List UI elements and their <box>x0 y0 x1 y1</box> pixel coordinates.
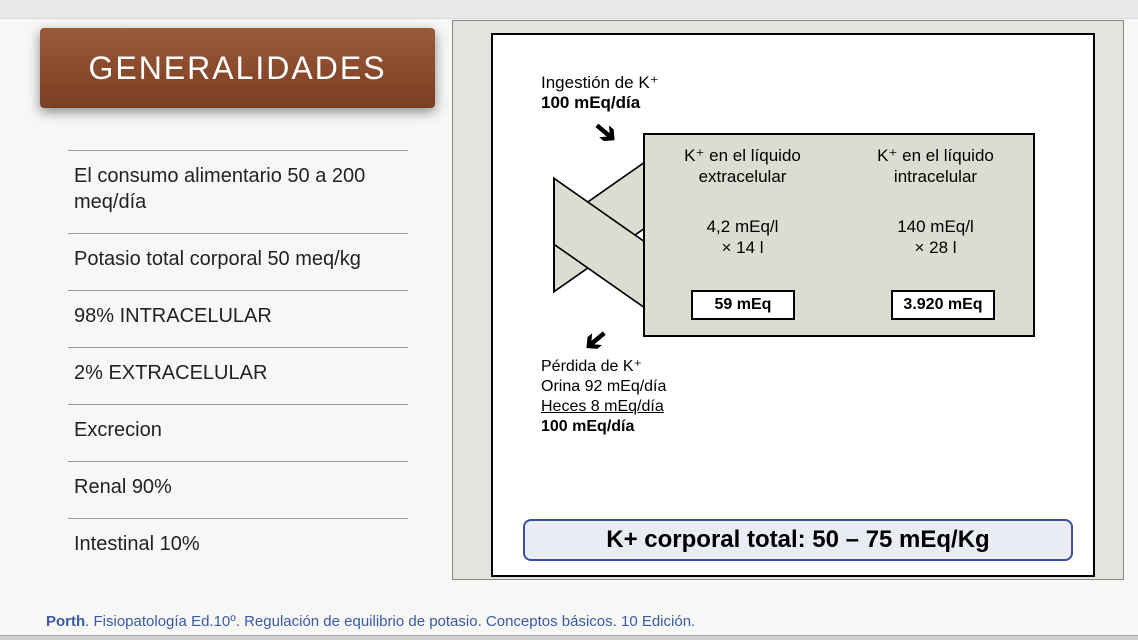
citation-body: . Fisiopatología Ed.10º. Regulación de e… <box>85 613 695 630</box>
loss-total: 100 mEq/día <box>541 418 634 435</box>
ec-calc-1: 4,2 mEq/l <box>707 217 779 236</box>
ec-header-1: K⁺ en el líquido <box>684 146 801 165</box>
bottom-strip <box>0 635 1138 640</box>
intake-label: Ingestión de K⁺ 100 mEq/día <box>541 73 659 114</box>
diagram-frame: Ingestión de K⁺ 100 mEq/día ➔ ➔ K⁺ en el… <box>491 33 1095 577</box>
top-strip <box>0 0 1138 19</box>
loss-urine: Orina 92 mEq/día <box>541 378 666 395</box>
list-item: Intestinal 10% <box>68 518 408 563</box>
list-item: Potasio total corporal 50 meq/kg <box>68 233 408 290</box>
ec-calc-2: × 14 l <box>721 238 763 257</box>
list-item: 98% INTRACELULAR <box>68 290 408 347</box>
intake-value: 100 mEq/día <box>541 93 640 112</box>
ic-total: 3.920 mEq <box>891 290 995 320</box>
bullet-list: El consumo alimentario 50 a 200 meq/día … <box>68 150 408 563</box>
diagram-panel: Ingestión de K⁺ 100 mEq/día ➔ ➔ K⁺ en el… <box>452 20 1124 580</box>
title-card: GENERALIDADES <box>40 28 435 108</box>
total-body-k-banner: K+ corporal total: 50 – 75 mEq/Kg <box>523 519 1073 561</box>
list-item: 2% EXTRACELULAR <box>68 347 408 404</box>
ec-total: 59 mEq <box>691 290 795 320</box>
ic-calc-2: × 28 l <box>914 238 956 257</box>
ic-header-1: K⁺ en el líquido <box>877 146 994 165</box>
list-item: Excrecion <box>68 404 408 461</box>
ic-header-2: intracelular <box>894 167 977 186</box>
title-text: GENERALIDADES <box>40 28 435 108</box>
list-item: El consumo alimentario 50 a 200 meq/día <box>68 150 408 233</box>
citation-lead: Porth <box>46 613 85 630</box>
loss-caption: Pérdida de K⁺ <box>541 358 642 375</box>
slide: GENERALIDADES El consumo alimentario 50 … <box>0 0 1138 640</box>
intake-caption: Ingestión de K⁺ <box>541 73 659 92</box>
loss-feces: Heces 8 mEq/día <box>541 398 664 415</box>
list-item: Renal 90% <box>68 461 408 518</box>
arrow-out-icon: ➔ <box>575 319 617 362</box>
ic-calc-1: 140 mEq/l <box>897 217 974 236</box>
arrow-in-icon: ➔ <box>585 111 627 154</box>
loss-block: Pérdida de K⁺ Orina 92 mEq/día Heces 8 m… <box>541 357 666 437</box>
ec-header-2: extracelular <box>699 167 787 186</box>
citation: Porth. Fisiopatología Ed.10º. Regulación… <box>46 613 695 630</box>
